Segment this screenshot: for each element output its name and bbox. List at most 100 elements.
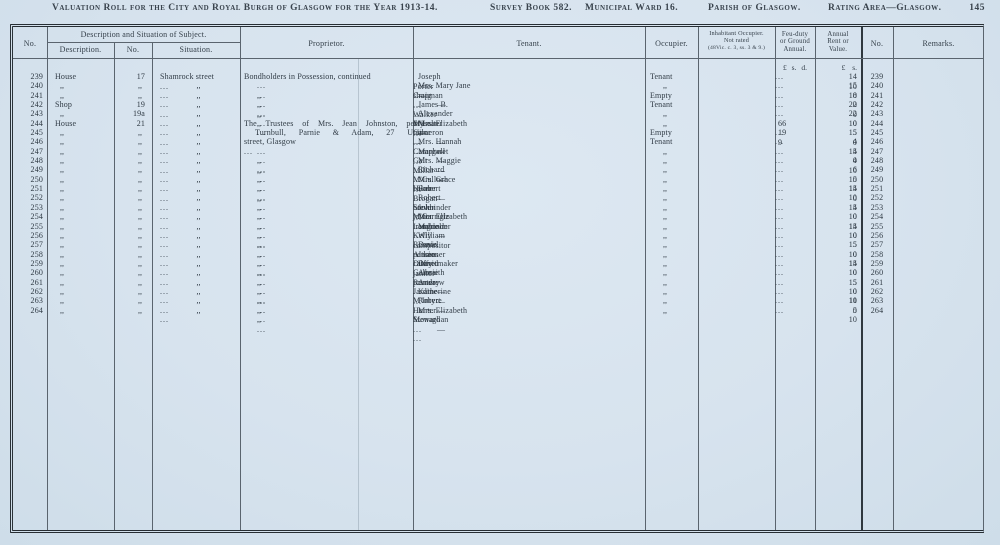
cell-description: ,, <box>60 193 64 203</box>
cell-annual-rent: 10 5 <box>815 119 861 157</box>
leader-dots: ... <box>160 137 169 147</box>
leader-dots: ... <box>257 231 266 241</box>
tenant-forename: John <box>418 202 434 212</box>
cell-feu-duty: ... <box>775 137 815 175</box>
cell-tenant: Andrew Jardine —... <box>413 278 645 316</box>
situation-value: ,, <box>196 286 201 296</box>
situation-value: ,, <box>196 249 201 259</box>
leader-dots: ... <box>413 184 422 194</box>
cell-street-number: ,, <box>138 202 142 212</box>
cell-feu-duty: ... <box>775 81 815 119</box>
table-row: 264,,,,,,......,,... Mrs. Elizabeth Monagh… <box>13 306 983 344</box>
cell-occupier: ,, <box>663 146 667 156</box>
cell-tenant: Mrs. Hannah Campbell —... <box>413 137 645 175</box>
tenant-forename: Mrs. Elizabeth <box>418 305 468 315</box>
rent-shillings: 0 <box>852 137 857 147</box>
ditto-mark: ,, <box>257 156 261 166</box>
rent-pounds: 10 <box>848 286 857 296</box>
leader-dots: ... <box>257 268 266 278</box>
cell-annual-rent: 10 15 <box>815 212 861 250</box>
situation-value: ,, <box>196 100 201 110</box>
rent-shillings: 15 <box>848 259 857 269</box>
situation-value: ,, <box>196 146 201 156</box>
column-rule <box>413 27 414 530</box>
cell-occupier: ,, <box>663 268 667 278</box>
cell-row-number: 245 <box>30 128 43 138</box>
tenant-surname: Duffy <box>413 259 433 269</box>
tenant-occupation: — <box>437 100 446 110</box>
leader-dots: ... <box>257 240 266 250</box>
leader-dots: ... <box>413 306 422 316</box>
cell-no: 256 <box>870 230 884 240</box>
cell-occupier: ,, <box>663 221 667 231</box>
leader-dots: ... <box>775 286 784 296</box>
leader-dots: ... <box>413 193 422 203</box>
cell-description: Shop <box>55 100 73 110</box>
cell-feu-duty: ... <box>775 165 815 203</box>
ditto-mark: ,, <box>257 277 261 287</box>
column-rule <box>152 42 153 530</box>
cell-proprietor: ...,,... <box>240 306 413 344</box>
situation-value: ,, <box>196 221 201 231</box>
cell-proprietor: ...,,... <box>240 81 413 119</box>
cell-situation: ,,... <box>152 137 240 175</box>
cell-situation: ,,... <box>152 240 240 278</box>
cell-feu-duty: ... <box>775 184 815 222</box>
cell-street-number: ,, <box>138 137 142 147</box>
column-rule <box>698 27 699 530</box>
cell-feu-duty: ... <box>775 175 815 213</box>
cell-no: 244 <box>870 118 884 128</box>
situation-value: ,, <box>196 202 201 212</box>
situation-value: ,, <box>196 128 201 138</box>
leader-dots: ... <box>257 258 266 268</box>
rent-shillings: 0 <box>852 287 857 297</box>
cell-occupier: Empty <box>650 90 673 100</box>
cell-annual-rent: 10 5 <box>815 193 861 231</box>
cell-proprietor: ...,,... <box>240 184 413 222</box>
survey-book-label: Survey Book 582. <box>490 3 572 13</box>
tenant-surname: Lambie <box>413 221 439 231</box>
cell-tenant: Robert Brogan bookbinder... <box>413 184 645 222</box>
cell-proprietor: ...,,... <box>240 240 413 278</box>
cell-occupier: ,, <box>663 174 667 184</box>
tenant-occupation: janitor <box>413 268 435 278</box>
cell-row-number: 250 <box>30 174 43 184</box>
cell-tenant: Mrs. Elizabeth Monaghan —... <box>413 306 645 344</box>
leader-dots: ... <box>160 128 169 138</box>
cell-row-number: 259 <box>30 258 43 268</box>
cell-tenant: Robert Hunter Steward... <box>413 296 645 334</box>
cell-no: 245 <box>870 128 884 138</box>
leader-dots: ... <box>775 193 784 203</box>
cell-occupier: Tenant <box>650 72 673 81</box>
leader-dots: ... <box>160 212 169 222</box>
cell-row-number: 249 <box>30 165 43 175</box>
cell-street-number: ,, <box>138 184 142 194</box>
leader-dots: ... <box>257 268 266 278</box>
tenant-forename: William <box>418 230 445 240</box>
cell-proprietor: ...,,... <box>240 156 413 194</box>
leader-dots: ... <box>257 109 266 119</box>
rent-pounds: 14 <box>848 258 857 268</box>
rent-shillings: 15 <box>848 184 857 194</box>
leader-dots: ... <box>413 175 422 185</box>
leader-dots: ... <box>257 277 266 287</box>
situation-value: ,, <box>196 193 201 203</box>
column-rule <box>815 27 816 530</box>
table-row: 240,,,,,,......,,... Mrs. Mary Jane Craig —… <box>13 81 983 119</box>
table-row: 258,,,,,,......,,... James Duffy janitor...… <box>13 249 983 288</box>
cell-description: ,, <box>60 268 64 278</box>
tenant-occupation: printer <box>413 277 436 287</box>
cell-feu-duty: ... <box>775 109 815 147</box>
cell-description: ,, <box>60 212 64 222</box>
header-bottom-rule <box>13 58 983 59</box>
cell-proprietor: street, Glasgow... <box>240 137 413 175</box>
cell-street-number: 21 <box>136 118 145 128</box>
leader-dots: ... <box>413 137 422 147</box>
feu-line1: Feu-duty <box>781 31 809 38</box>
leader-dots: ... <box>257 221 266 231</box>
leader-dots: ... <box>160 268 169 278</box>
cell-occupier: Tenant <box>650 137 673 147</box>
parish-label: Parish of Glasgow. <box>708 3 801 13</box>
